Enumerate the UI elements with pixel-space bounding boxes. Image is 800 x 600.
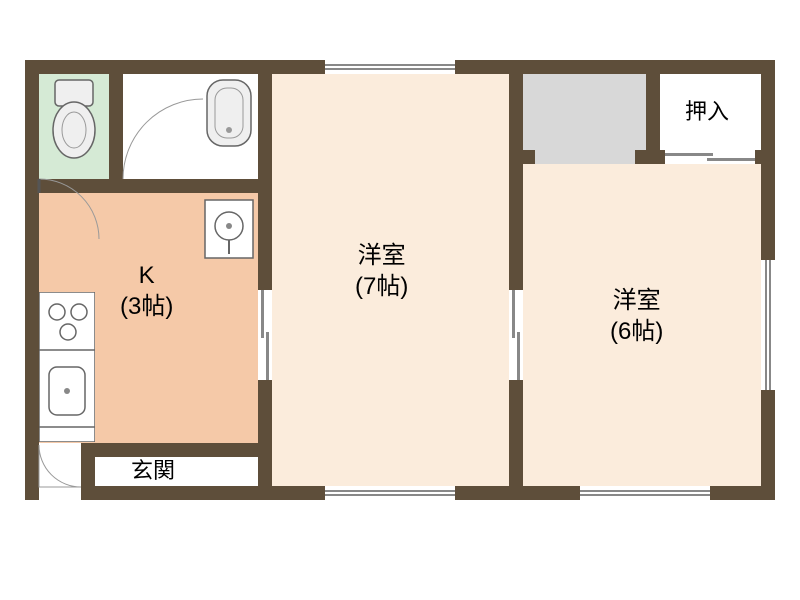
- sliding-door-closet: [665, 153, 755, 161]
- label-room7-size: (7帖): [355, 273, 408, 300]
- floor-plan: K (3帖) 洋室 (7帖) 洋室 (6帖) 押入 玄関: [25, 60, 775, 500]
- label-closet-text: 押入: [685, 99, 729, 124]
- kitchen-counter-icon: [39, 292, 95, 442]
- window-room6-right: [761, 260, 775, 390]
- wall-v-kitchen-room7: [258, 60, 272, 500]
- sliding-door-r7r6: [512, 290, 520, 380]
- door-arc-toilet: [39, 179, 109, 249]
- window-room7-bottom: [325, 486, 455, 500]
- sliding-door-k-r7: [261, 290, 269, 380]
- wall-v-closet-div: [646, 60, 660, 164]
- label-room6-size: (6帖): [610, 318, 663, 345]
- room-genkan: [95, 457, 258, 486]
- wall-v-room7-room6: [509, 60, 523, 500]
- door-arc-entrance: [39, 445, 94, 500]
- window-room7-top: [325, 60, 455, 74]
- label-room6: 洋室 (6帖): [610, 285, 663, 347]
- label-closet: 押入: [685, 98, 729, 127]
- door-arc-bath: [123, 74, 213, 179]
- label-room7-name: 洋室: [358, 242, 406, 269]
- label-genkan-text: 玄関: [131, 458, 175, 483]
- closet-shelf: [523, 74, 646, 150]
- toilet-icon: [47, 78, 101, 168]
- window-room6-bottom: [580, 486, 710, 500]
- wall-h-genkan: [81, 443, 272, 457]
- label-room7: 洋室 (7帖): [355, 240, 408, 302]
- wall-v-toilet-bath: [109, 60, 123, 193]
- label-room6-name: 洋室: [613, 287, 661, 314]
- bathtub-icon: [205, 78, 253, 148]
- sink-icon: [203, 198, 255, 260]
- label-kitchen-name: K: [139, 262, 155, 289]
- label-genkan: 玄関: [131, 457, 175, 486]
- label-kitchen: K (3帖): [120, 260, 173, 322]
- opening-closet-shelf: [535, 150, 635, 164]
- wall-left: [25, 60, 39, 500]
- label-kitchen-size: (3帖): [120, 293, 173, 320]
